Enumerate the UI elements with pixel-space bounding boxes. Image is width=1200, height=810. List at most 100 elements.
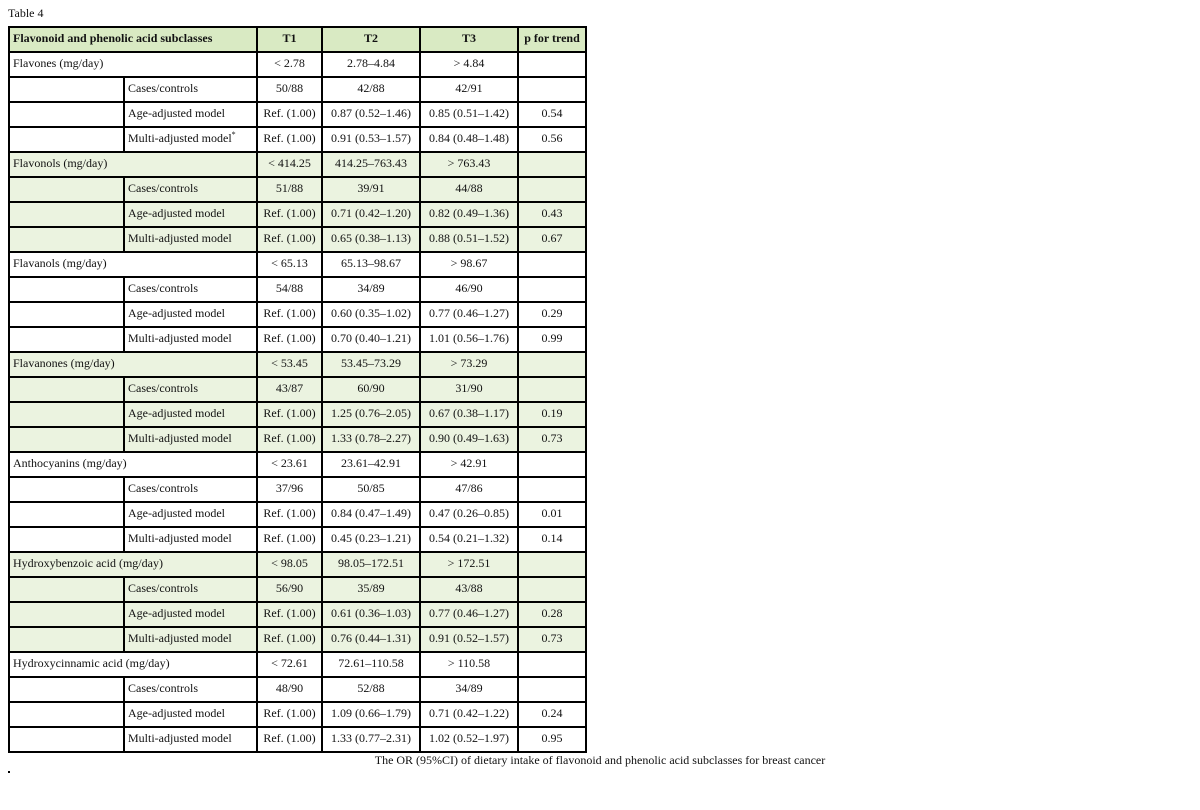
- p-trend-cell: 0.73: [517, 626, 587, 653]
- table-container: Flavonoid and phenolic acid subclasses T…: [0, 26, 1200, 773]
- p-trend-cell: 0.19: [517, 401, 587, 428]
- group-row: Flavanols (mg/day) < 65.13 65.13–98.67 > 98…: [8, 251, 587, 278]
- p-trend-cell: 0.56: [517, 126, 587, 153]
- row-label: Age-adjusted model: [123, 301, 258, 328]
- row-label-text: Multi-adjusted model: [128, 131, 232, 145]
- range-t2: 53.45–73.29: [321, 351, 421, 378]
- value-t2: 1.09 (0.66–1.79): [321, 701, 421, 728]
- row-label: Age-adjusted model: [123, 201, 258, 228]
- value-t1: Ref. (1.00): [256, 426, 323, 453]
- value-t1: 54/88: [256, 276, 323, 303]
- header-row: Flavonoid and phenolic acid subclasses T…: [8, 26, 587, 53]
- group-name: Hydroxycinnamic acid (mg/day): [8, 651, 258, 678]
- value-t2: 0.84 (0.47–1.49): [321, 501, 421, 528]
- table-row: Age-adjusted model Ref. (1.00) 1.25 (0.76–…: [8, 401, 587, 428]
- value-t3: 1.02 (0.52–1.97): [419, 726, 519, 753]
- row-label-text: Multi-adjusted model: [128, 631, 232, 645]
- range-t2: 414.25–763.43: [321, 151, 421, 178]
- table-body: Flavones (mg/day) < 2.78 2.78–4.84 > 4.84 Ca…: [8, 51, 587, 753]
- indent-cell: [8, 76, 125, 103]
- row-label: Age-adjusted model: [123, 701, 258, 728]
- value-t1: Ref. (1.00): [256, 201, 323, 228]
- table-row: Age-adjusted model Ref. (1.00) 1.09 (0.66–…: [8, 701, 587, 728]
- value-t1: Ref. (1.00): [256, 501, 323, 528]
- value-t3: 0.91 (0.52–1.57): [419, 626, 519, 653]
- range-t1: < 2.78: [256, 51, 323, 78]
- range-t1: < 65.13: [256, 251, 323, 278]
- table-row: Multi-adjusted model Ref. (1.00) 0.65 (0.3…: [8, 226, 587, 253]
- value-t3: 31/90: [419, 376, 519, 403]
- row-label: Cases/controls: [123, 476, 258, 503]
- p-trend-cell: 0.99: [517, 326, 587, 353]
- header-p-trend: p for trend: [517, 26, 587, 53]
- value-t3: 0.77 (0.46–1.27): [419, 601, 519, 628]
- row-label: Age-adjusted model: [123, 401, 258, 428]
- value-t3: 0.84 (0.48–1.48): [419, 126, 519, 153]
- value-t2: 50/85: [321, 476, 421, 503]
- indent-cell: [8, 426, 125, 453]
- value-t2: 0.71 (0.42–1.20): [321, 201, 421, 228]
- value-t1: Ref. (1.00): [256, 601, 323, 628]
- row-label: Cases/controls: [123, 676, 258, 703]
- indent-cell: [8, 301, 125, 328]
- row-label: Multi-adjusted model: [123, 526, 258, 553]
- header-t3: T3: [419, 26, 519, 53]
- value-t3: 0.82 (0.49–1.36): [419, 201, 519, 228]
- value-t2: 60/90: [321, 376, 421, 403]
- value-t2: 0.65 (0.38–1.13): [321, 226, 421, 253]
- row-label: Cases/controls: [123, 176, 258, 203]
- table-row: Multi-adjusted model Ref. (1.00) 0.70 (0.4…: [8, 326, 587, 353]
- row-label-text: Age-adjusted model: [128, 606, 225, 620]
- value-t1: 43/87: [256, 376, 323, 403]
- p-trend-cell: 0.14: [517, 526, 587, 553]
- table-row: Age-adjusted model Ref. (1.00) 0.60 (0.35–…: [8, 301, 587, 328]
- p-trend-cell: [517, 551, 587, 578]
- value-t1: Ref. (1.00): [256, 126, 323, 153]
- indent-cell: [8, 276, 125, 303]
- p-trend-cell: [517, 351, 587, 378]
- indent-cell: [8, 626, 125, 653]
- row-label-text: Multi-adjusted model: [128, 431, 232, 445]
- indent-cell: [8, 526, 125, 553]
- row-label: Multi-adjusted model: [123, 326, 258, 353]
- value-t2: 52/88: [321, 676, 421, 703]
- value-t2: 0.60 (0.35–1.02): [321, 301, 421, 328]
- row-label: Cases/controls: [123, 276, 258, 303]
- indent-cell: [8, 476, 125, 503]
- row-label-text: Age-adjusted model: [128, 406, 225, 420]
- p-trend-cell: 0.95: [517, 726, 587, 753]
- group-row: Flavonols (mg/day) < 414.25 414.25–763.43 >…: [8, 151, 587, 178]
- p-trend-cell: [517, 451, 587, 478]
- indent-cell: [8, 701, 125, 728]
- value-t3: 0.67 (0.38–1.17): [419, 401, 519, 428]
- table-caption: The OR (95%CI) of dietary intake of flav…: [374, 753, 826, 767]
- header-subclasses: Flavonoid and phenolic acid subclasses: [8, 26, 258, 53]
- row-label-text: Age-adjusted model: [128, 706, 225, 720]
- indent-cell: [8, 126, 125, 153]
- row-label-text: Cases/controls: [128, 481, 198, 495]
- value-t1: 51/88: [256, 176, 323, 203]
- table-row: Multi-adjusted model Ref. (1.00) 0.45 (0.2…: [8, 526, 587, 553]
- indent-cell: [8, 601, 125, 628]
- row-label-text: Multi-adjusted model: [128, 731, 232, 745]
- row-label: Age-adjusted model: [123, 601, 258, 628]
- p-trend-cell: 0.01: [517, 501, 587, 528]
- range-t1: < 414.25: [256, 151, 323, 178]
- value-t3: 0.77 (0.46–1.27): [419, 301, 519, 328]
- p-trend-cell: 0.29: [517, 301, 587, 328]
- value-t2: 42/88: [321, 76, 421, 103]
- value-t2: 1.25 (0.76–2.05): [321, 401, 421, 428]
- group-row: Anthocyanins (mg/day) < 23.61 23.61–42.91 >…: [8, 451, 587, 478]
- group-name: Hydroxybenzoic acid (mg/day): [8, 551, 258, 578]
- value-t2: 34/89: [321, 276, 421, 303]
- range-t2: 65.13–98.67: [321, 251, 421, 278]
- table-row: Cases/controls 50/88 42/88 42/91: [8, 76, 587, 103]
- p-trend-cell: [517, 576, 587, 603]
- value-t1: Ref. (1.00): [256, 326, 323, 353]
- table-row: Cases/controls 37/96 50/85 47/86: [8, 476, 587, 503]
- range-t3: > 172.51: [419, 551, 519, 578]
- p-trend-cell: [517, 476, 587, 503]
- group-name: Anthocyanins (mg/day): [8, 451, 258, 478]
- table-row: Cases/controls 56/90 35/89 43/88: [8, 576, 587, 603]
- value-t1: 37/96: [256, 476, 323, 503]
